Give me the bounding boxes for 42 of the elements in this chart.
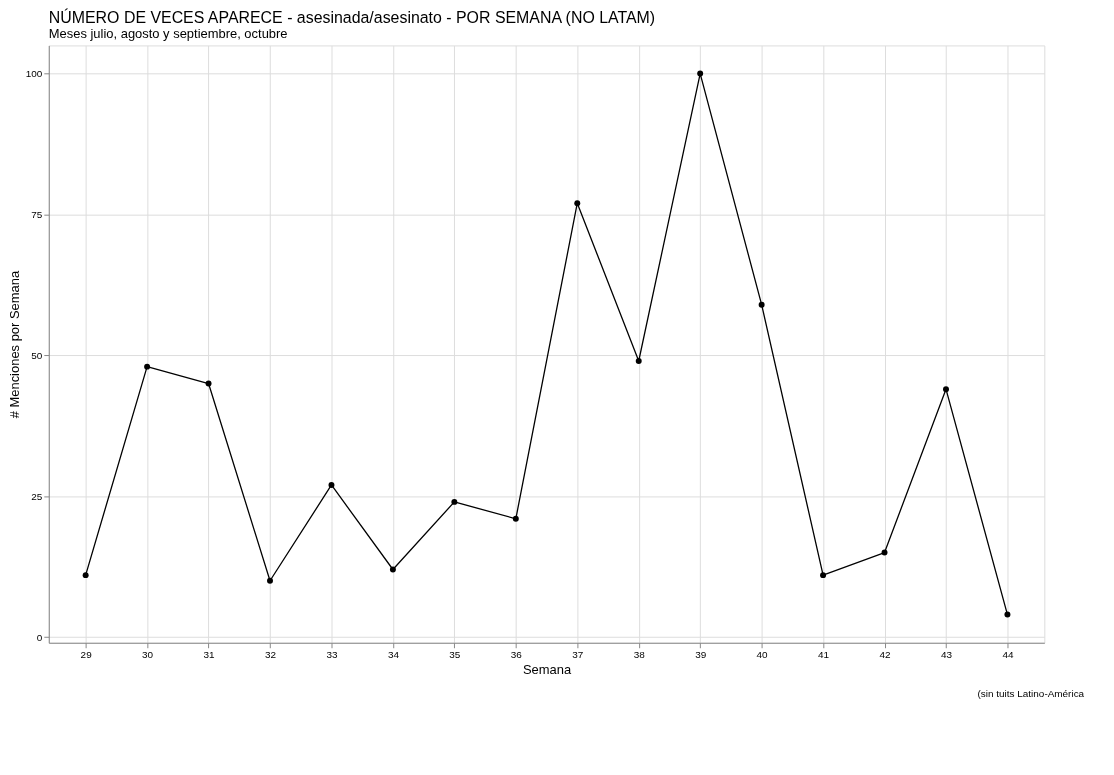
x-tick-label: 35 [449, 649, 461, 661]
x-tick-label: 33 [326, 649, 338, 661]
x-tick-label: 34 [387, 649, 400, 661]
point [451, 498, 458, 505]
x-tick-label: 40 [756, 649, 769, 661]
x-tick-label: 44 [1002, 649, 1014, 661]
chart-subtitle: Meses julio, agosto y septiembre, octubre [48, 26, 288, 42]
point [328, 481, 335, 488]
x-tick-label: 43 [940, 649, 953, 661]
y-tick-label: 0 [36, 631, 43, 643]
text: (sin tuits Latino-América [977, 687, 1085, 699]
x-tick-label: 29 [80, 649, 93, 661]
x-tick-label: 31 [203, 649, 216, 661]
x-tick-label: 32 [264, 649, 277, 661]
point [820, 572, 827, 579]
x-tick-label: 36 [510, 649, 523, 661]
point [881, 549, 888, 556]
x-tick-label: 38 [633, 649, 646, 661]
x-tick-label: 39 [695, 649, 707, 661]
point [1004, 611, 1011, 618]
y-tick-label: 50 [31, 349, 43, 361]
x-tick-label: 42 [879, 649, 892, 661]
point [205, 380, 212, 387]
point [635, 358, 642, 364]
y-tick-label: 75 [31, 208, 43, 220]
point [697, 70, 704, 77]
point [144, 363, 151, 370]
x-tick-label: 41 [818, 649, 830, 661]
x-tick-label: 30 [142, 649, 154, 661]
point [758, 301, 765, 308]
point [943, 386, 949, 393]
point [574, 200, 581, 207]
point [267, 577, 273, 584]
y-tick-label: 25 [31, 490, 43, 502]
x-axis-title: Semana [522, 662, 572, 678]
point [82, 572, 89, 579]
point [389, 566, 396, 573]
x-tick-label: 37 [572, 649, 584, 661]
point [512, 515, 519, 522]
y-tick-label: 100 [25, 68, 43, 80]
y-axis-title: # Menciones por Semana [6, 270, 22, 419]
chart-title: NÚMERO DE VECES APARECE - asesinada/asesinato - POR SEMANA (NO LATAM) [48, 7, 656, 26]
